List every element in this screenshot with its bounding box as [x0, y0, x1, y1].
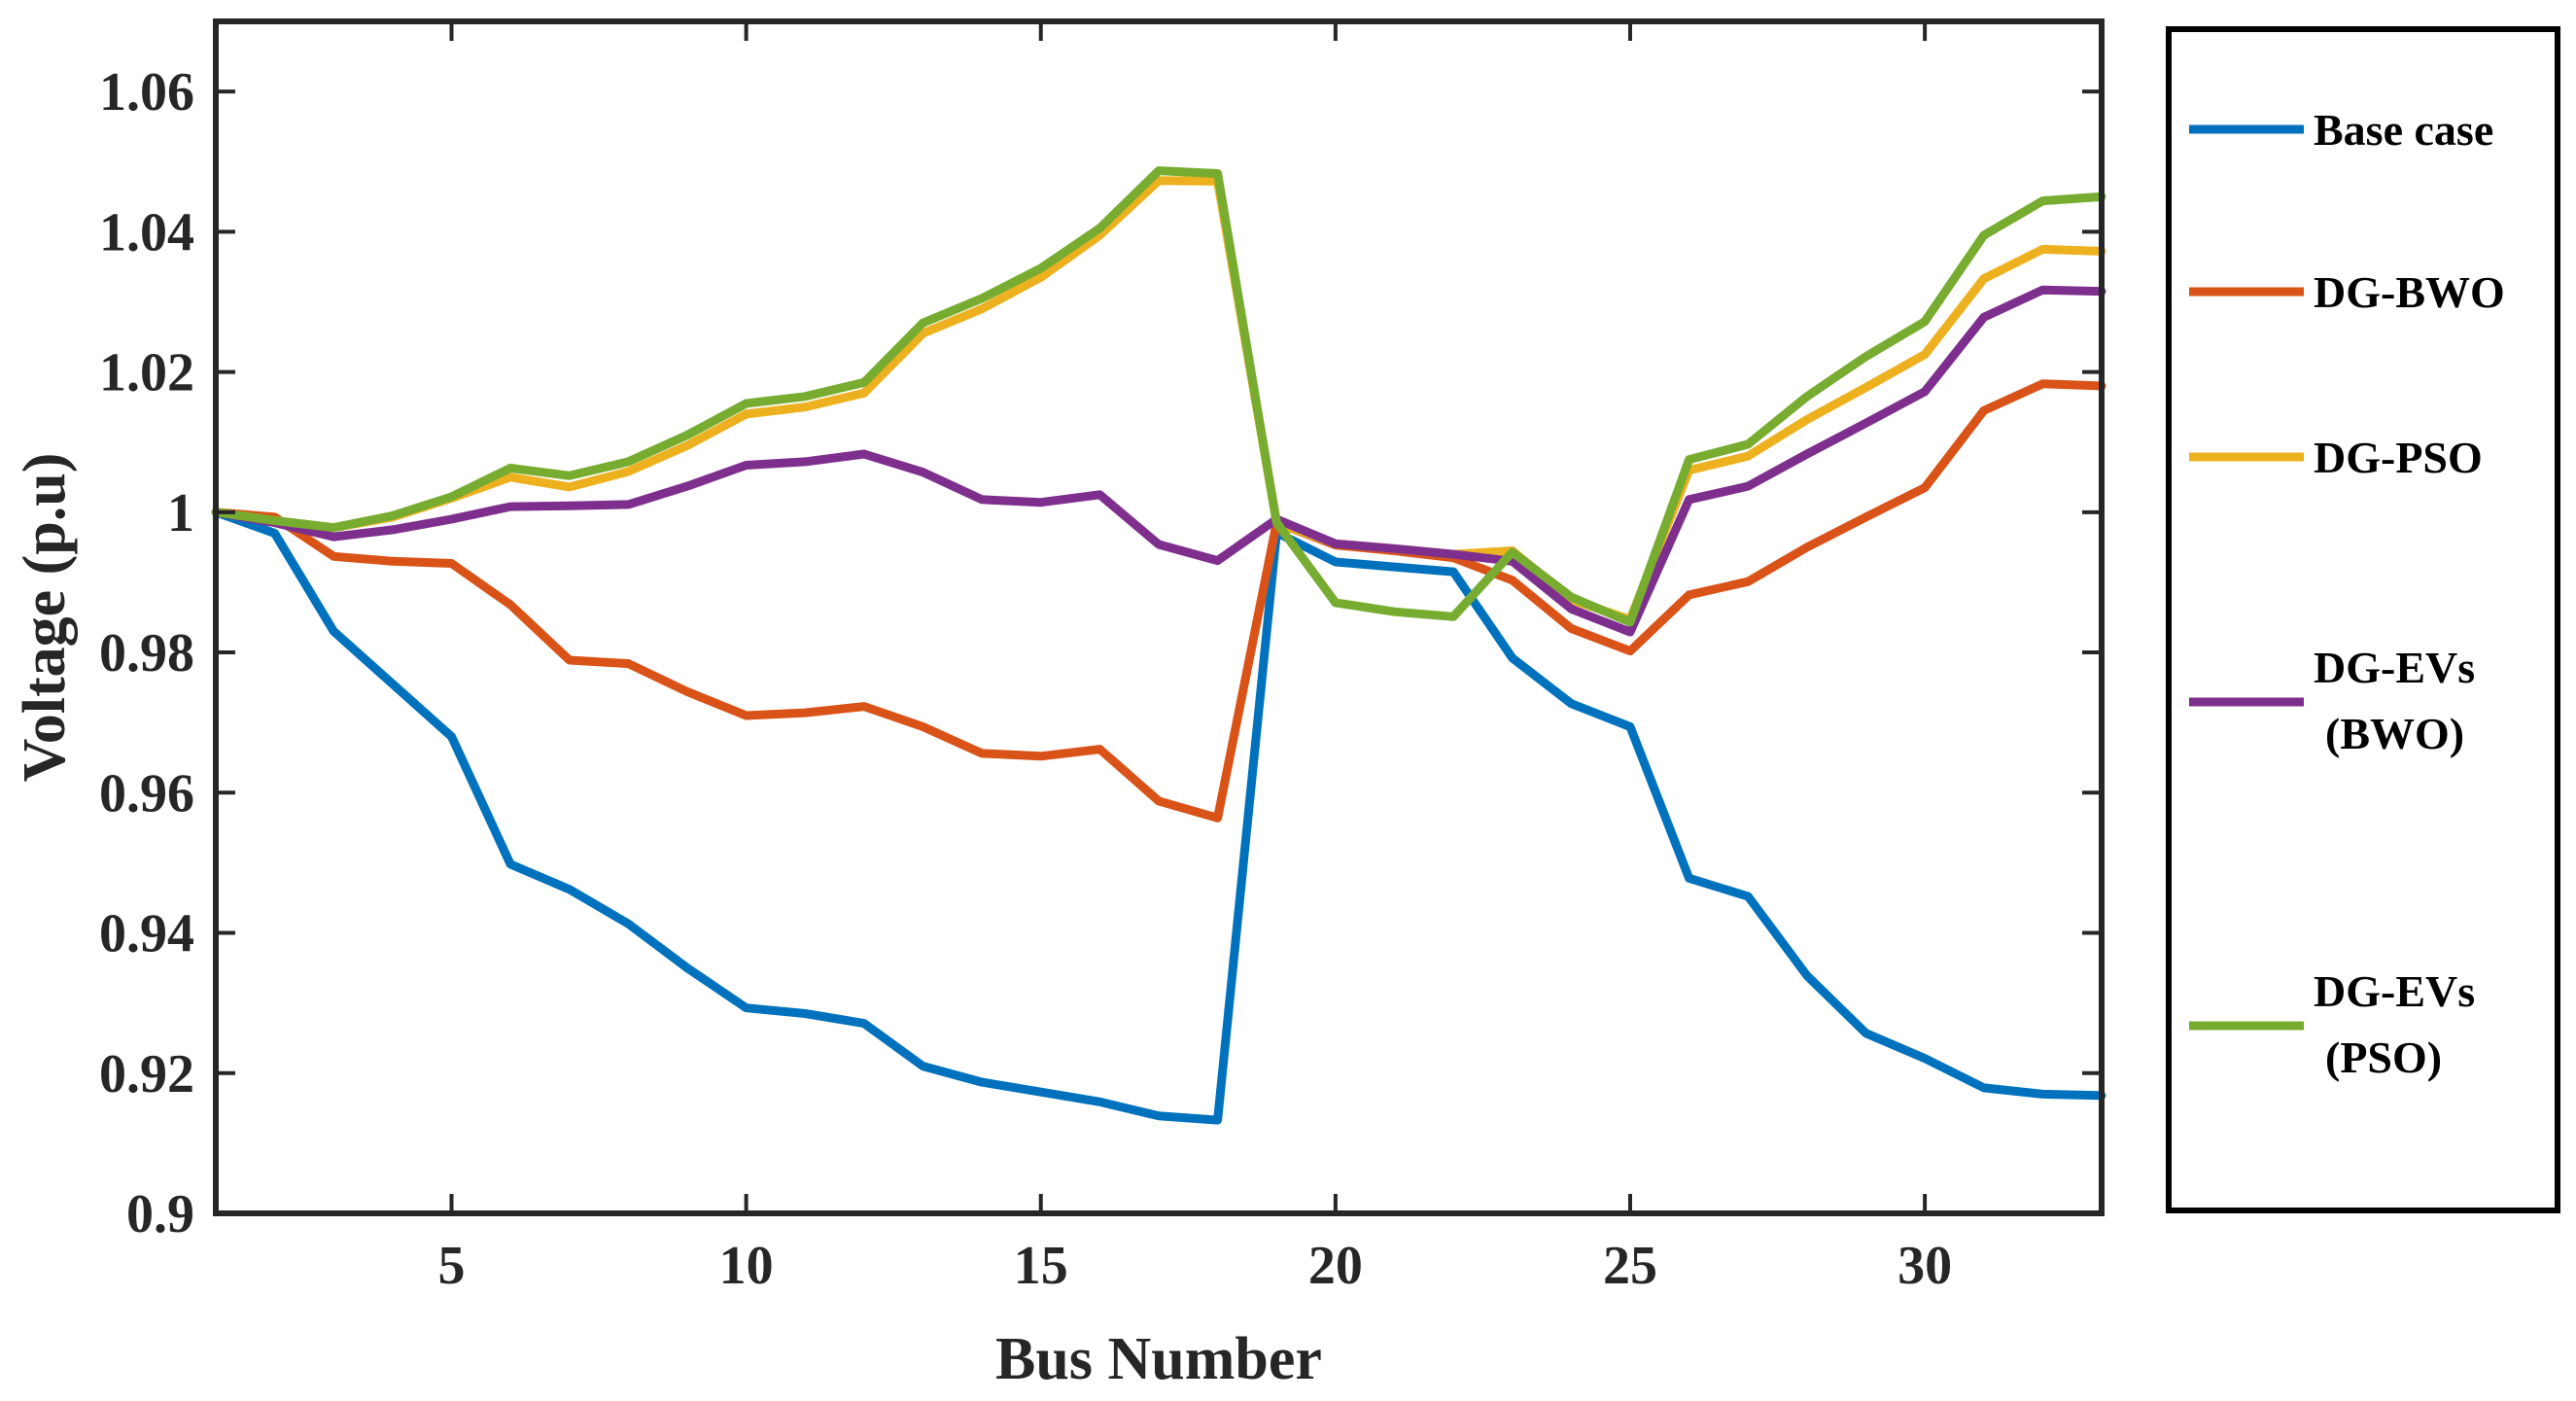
x-tick-label: 15	[1014, 1236, 1068, 1296]
y-tick-label: 0.92	[99, 1044, 194, 1104]
x-tick-label: 25	[1603, 1236, 1657, 1296]
legend-label: DG-EVs	[2314, 643, 2475, 692]
legend-label: DG-EVs	[2314, 966, 2475, 1016]
y-tick-label: 1.02	[99, 343, 194, 403]
x-tick-label: 30	[1897, 1236, 1952, 1296]
legend-label: (BWO)	[2325, 709, 2464, 758]
y-tick-label: 1	[167, 483, 194, 543]
y-tick-label: 0.96	[99, 763, 194, 823]
y-tick-label: 0.94	[99, 904, 194, 964]
voltage-profile-chart: 5 10 15 20 25 30 0.9 0.92 0.94 0.96 0.98 1 1.02 1.04 1…	[0, 0, 2576, 1401]
x-tick-label: 5	[438, 1236, 466, 1296]
legend-label: (PSO)	[2325, 1033, 2442, 1082]
y-axis-title: Voltage (p.u)	[12, 453, 78, 783]
legend: Base case DG-BWO DG-PSO DG-EVs (BWO) DG-EVs (P…	[2169, 29, 2558, 1210]
y-tick-label: 1.04	[99, 202, 194, 263]
y-tick-label: 0.98	[99, 623, 194, 683]
x-tick-label: 20	[1308, 1236, 1363, 1296]
y-tick-label: 1.06	[99, 62, 194, 123]
legend-label: DG-PSO	[2314, 433, 2483, 482]
x-tick-label: 10	[719, 1236, 774, 1296]
x-axis-title: Bus Number	[995, 1326, 1322, 1392]
legend-label: Base case	[2314, 105, 2493, 155]
y-tick-label: 0.9	[126, 1184, 194, 1244]
legend-label: DG-BWO	[2314, 267, 2505, 317]
